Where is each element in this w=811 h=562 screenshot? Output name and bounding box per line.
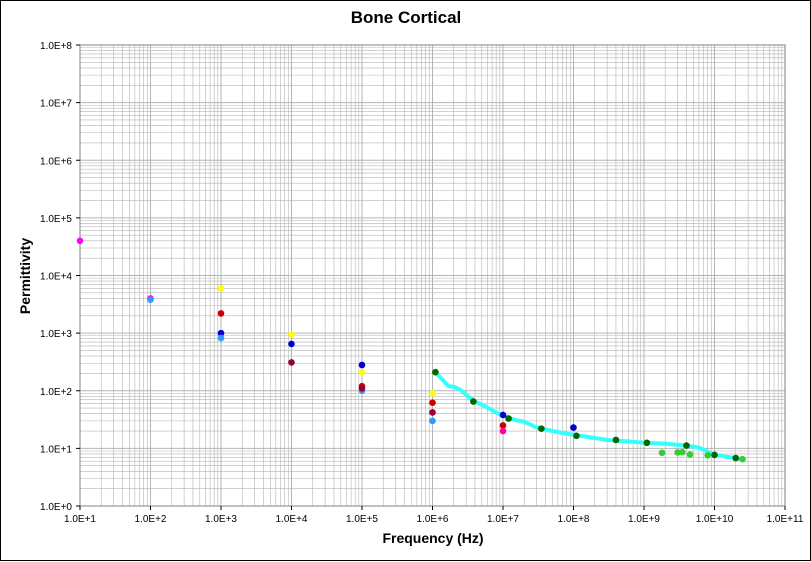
data-point-series-9 <box>432 368 439 376</box>
y-axis-label: Permittivity <box>17 238 33 314</box>
y-tick-label: 1.0E+2 <box>40 387 72 398</box>
x-tick-label: 1.0E+2 <box>135 514 167 525</box>
x-axis-label: Frequency (Hz) <box>382 530 483 546</box>
data-point-series-8 <box>674 449 681 456</box>
data-point-series-2 <box>288 331 295 338</box>
y-tick-label: 1.0E+6 <box>40 156 72 167</box>
data-point-series-8 <box>739 455 746 463</box>
data-points-layer <box>76 237 746 463</box>
y-tick-label: 1.0E+1 <box>40 444 72 455</box>
data-point-series-9 <box>711 451 718 459</box>
data-point-series-9 <box>538 425 545 432</box>
x-tick-label: 1.0E+6 <box>417 514 449 525</box>
data-point-series-5 <box>217 334 225 342</box>
x-tick-label: 1.0E+3 <box>205 514 237 525</box>
data-point-series-5 <box>147 296 154 304</box>
x-tick-label: 1.0E+1 <box>64 514 96 525</box>
data-point-series-4 <box>570 424 577 431</box>
data-point-series-9 <box>732 454 740 462</box>
data-point-series-6 <box>288 359 295 366</box>
data-point-series-4 <box>499 411 507 419</box>
x-tick-label: 1.0E+4 <box>276 514 308 525</box>
x-tick-label: 1.0E+9 <box>628 514 660 525</box>
grid <box>79 45 785 507</box>
data-point-series-9 <box>505 415 512 422</box>
data-point-series-1 <box>76 237 84 245</box>
x-tick-label: 1.0E+11 <box>767 514 804 525</box>
fit-curve-line <box>433 370 745 462</box>
data-point-series-9 <box>612 436 620 444</box>
data-point-series-3 <box>429 399 436 407</box>
data-point-series-9 <box>573 432 580 440</box>
y-tick-labels: 1.0E+0 1.0E+1 1.0E+2 1.0E+3 1.0E+4 1.0E+5 1.0E… <box>40 41 80 513</box>
data-point-series-9 <box>683 442 690 449</box>
x-tick-label: 1.0E+8 <box>558 514 590 525</box>
data-point-series-9 <box>643 439 651 447</box>
y-tick-label: 1.0E+0 <box>40 502 72 513</box>
x-tick-label: 1.0E+5 <box>346 514 378 525</box>
x-tick-label: 1.0E+7 <box>487 514 519 525</box>
x-tick-labels: 1.0E+1 1.0E+2 1.0E+3 1.0E+4 1.0E+5 1.0E+6 1.0E… <box>64 506 804 525</box>
data-point-series-2 <box>217 284 225 292</box>
data-point-series-4 <box>358 361 366 369</box>
y-tick-label: 1.0E+7 <box>40 99 72 110</box>
data-point-series-3 <box>217 310 225 317</box>
data-point-series-8 <box>658 449 666 457</box>
data-point-series-4 <box>288 340 295 348</box>
data-point-series-6 <box>429 409 436 416</box>
data-point-series-4 <box>217 329 225 337</box>
data-point-series-9 <box>470 398 477 405</box>
chart-title: Bone Cortical <box>351 8 462 27</box>
data-point-series-2 <box>358 368 366 376</box>
data-point-series-2 <box>429 390 436 397</box>
data-point-series-5 <box>429 417 436 425</box>
data-point-series-7 <box>499 427 507 435</box>
y-tick-label: 1.0E+8 <box>40 41 72 52</box>
data-point-series-8 <box>686 451 694 458</box>
data-point-series-6 <box>358 385 366 392</box>
y-tick-label: 1.0E+5 <box>40 214 72 225</box>
data-point-series-8 <box>679 448 686 456</box>
y-tick-label: 1.0E+4 <box>40 272 72 283</box>
y-tick-label: 1.0E+3 <box>40 329 72 340</box>
x-tick-label: 1.0E+10 <box>696 514 734 525</box>
data-point-series-8 <box>704 451 711 459</box>
data-point-series-3 <box>499 422 507 429</box>
fit-curve-layer <box>433 370 745 462</box>
